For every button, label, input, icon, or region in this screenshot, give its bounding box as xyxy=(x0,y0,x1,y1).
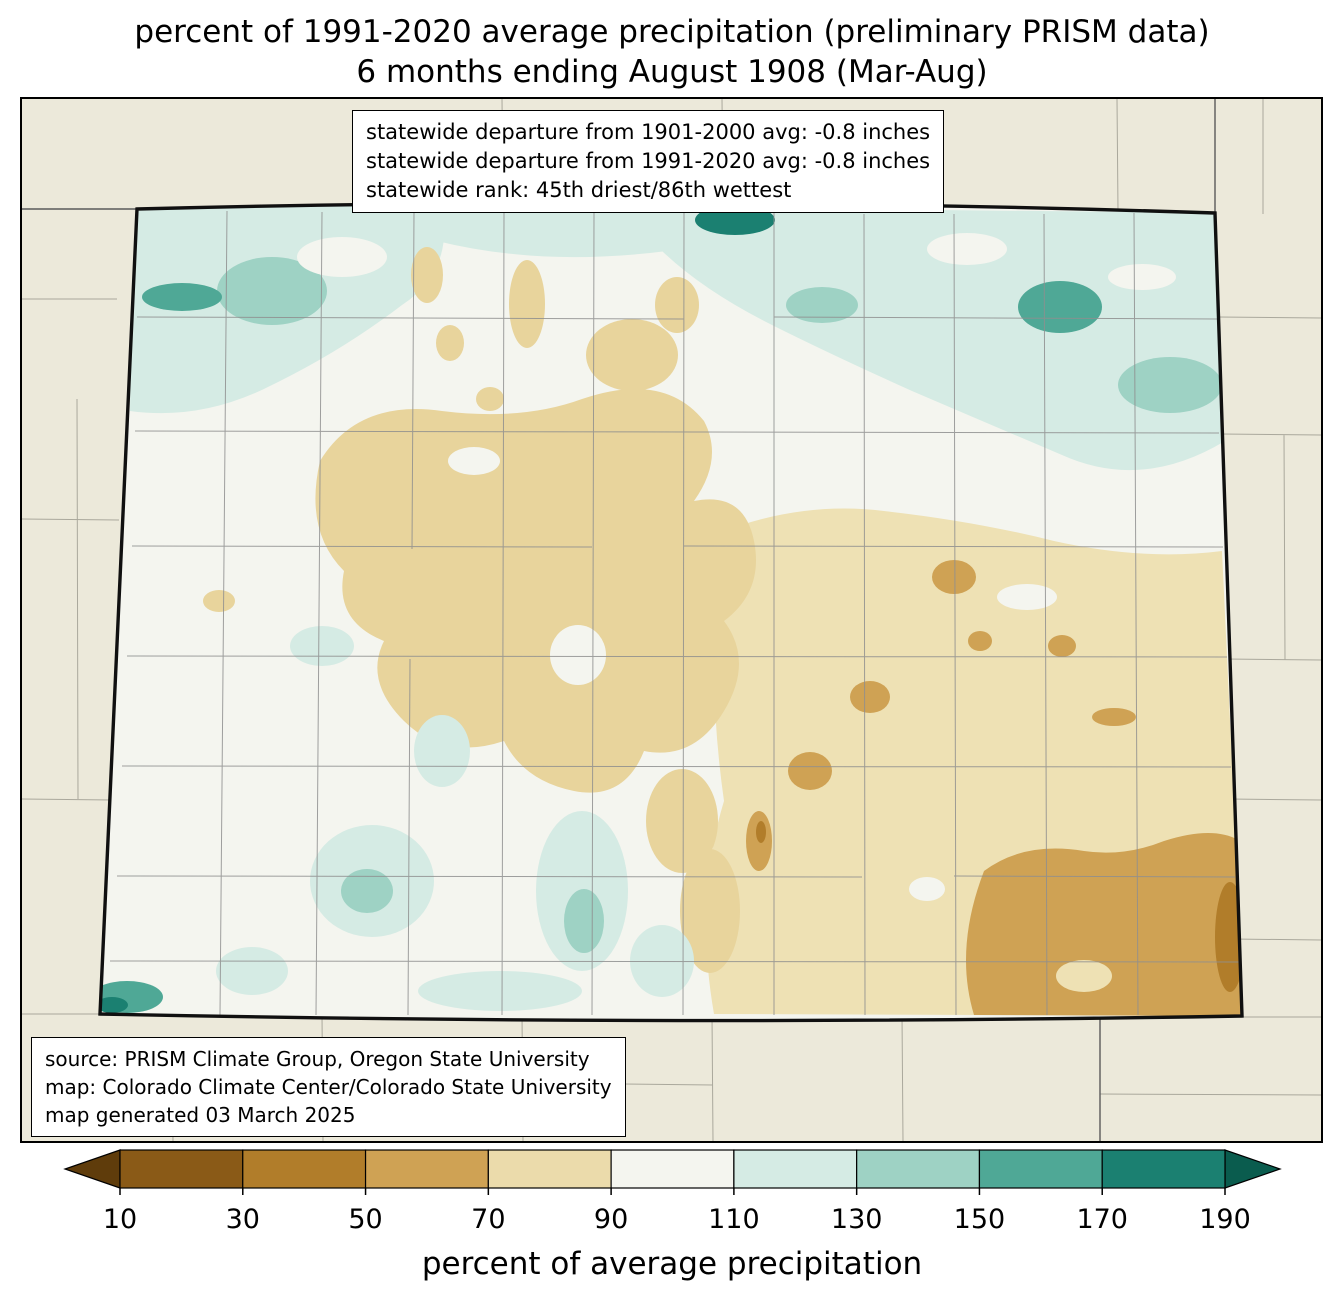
dry-region-central xyxy=(315,388,756,793)
wet-patch xyxy=(1118,357,1222,413)
colorbar-segment xyxy=(1101,1149,1226,1189)
precipitation-map xyxy=(22,99,1321,1141)
dry-region-southeast xyxy=(966,833,1242,1016)
wet-region-northeast xyxy=(662,207,1225,471)
drier-spot xyxy=(1048,635,1076,657)
wet-patch xyxy=(341,869,393,913)
dry-patch xyxy=(203,590,235,612)
wet-patch xyxy=(564,889,604,953)
driest-spot xyxy=(756,821,766,843)
wet-patch xyxy=(418,971,582,1011)
neutral-patch xyxy=(909,877,945,901)
source-box: source: PRISM Climate Group, Oregon Stat… xyxy=(31,1037,626,1137)
drier-spot xyxy=(932,560,976,594)
dry-patch xyxy=(436,325,464,361)
neutral-patch xyxy=(997,584,1057,610)
colorbar-segment xyxy=(487,1149,612,1189)
wet-patch xyxy=(1018,281,1102,333)
neutral-patch xyxy=(297,237,387,277)
neutral-patch xyxy=(927,233,1007,265)
dry-patch xyxy=(509,260,545,348)
colorbar-segment xyxy=(610,1149,735,1189)
dry-patch xyxy=(476,387,504,411)
colorbar-tick-label: 90 xyxy=(594,1204,628,1235)
colorbar-segment xyxy=(856,1149,981,1189)
colorbar-left-arrow xyxy=(63,1149,121,1189)
dry-patch xyxy=(646,769,718,873)
neighbor-state-borders xyxy=(22,99,1216,1141)
dry-patch xyxy=(1056,960,1112,992)
page-title: percent of 1991-2020 average precipitati… xyxy=(0,12,1344,92)
stats-box: statewide departure from 1901-2000 avg: … xyxy=(352,110,945,213)
wet-patch xyxy=(216,947,288,995)
colorbar-segment xyxy=(119,1149,244,1189)
wet-patch xyxy=(100,997,128,1013)
colorbar-tick-label: 130 xyxy=(831,1204,883,1235)
colorbar-tick-label: 190 xyxy=(1199,1204,1251,1235)
colorbar-tick-label: 50 xyxy=(348,1204,382,1235)
drier-spot xyxy=(850,681,890,713)
drier-spot xyxy=(1092,708,1136,726)
colorbar-tick-label: 110 xyxy=(708,1204,760,1235)
colorbar-tick-label: 70 xyxy=(471,1204,505,1235)
colorbar-label: percent of average precipitation xyxy=(421,1246,923,1282)
stats-departure-1991-2020: statewide departure from 1991-2020 avg: … xyxy=(366,149,931,173)
neutral-patch xyxy=(448,447,500,475)
colorbar-right-arrow xyxy=(1224,1149,1282,1189)
wet-patch xyxy=(290,626,354,666)
wet-patch xyxy=(142,283,222,311)
title-line-2: 6 months ending August 1908 (Mar-Aug) xyxy=(356,54,988,90)
generated-date-line: map generated 03 March 2025 xyxy=(45,1103,356,1127)
colorbar-tick-label: 30 xyxy=(226,1204,260,1235)
dry-patch xyxy=(655,277,699,333)
stats-rank: statewide rank: 45th driest/86th wettest xyxy=(366,178,792,202)
colorbar-segment xyxy=(242,1149,367,1189)
county-lines xyxy=(109,210,1240,1016)
drier-spot xyxy=(788,752,832,790)
neutral-patch xyxy=(1108,264,1176,290)
dry-patch xyxy=(411,247,443,303)
wet-region-north-strip xyxy=(437,205,667,258)
colorado-fill xyxy=(100,202,1242,1021)
colorbar-segment xyxy=(733,1149,858,1189)
colorbar-tick-label: 150 xyxy=(954,1204,1006,1235)
drier-spot xyxy=(968,631,992,651)
map-credit-line: map: Colorado Climate Center/Colorado St… xyxy=(45,1075,612,1099)
wet-patch xyxy=(217,257,327,325)
title-line-1: percent of 1991-2020 average precipitati… xyxy=(134,14,1210,50)
colorbar-tick-label: 170 xyxy=(1076,1204,1128,1235)
wet-patch xyxy=(414,715,470,787)
colorbar-tick-label: 10 xyxy=(103,1204,137,1235)
dry-patch xyxy=(586,319,678,391)
source-line: source: PRISM Climate Group, Oregon Stat… xyxy=(45,1047,590,1071)
wet-patch xyxy=(786,287,858,323)
dry-patch xyxy=(680,849,740,973)
neutral-patch xyxy=(550,625,606,685)
colorbar-segment xyxy=(978,1149,1103,1189)
colorbar-segment xyxy=(364,1149,489,1189)
colorbar: 10 30 50 70 90 110 130 150 170 190 xyxy=(63,1149,1282,1235)
stats-departure-1901-2000: statewide departure from 1901-2000 avg: … xyxy=(366,120,931,144)
map-frame: statewide departure from 1901-2000 avg: … xyxy=(20,97,1323,1143)
